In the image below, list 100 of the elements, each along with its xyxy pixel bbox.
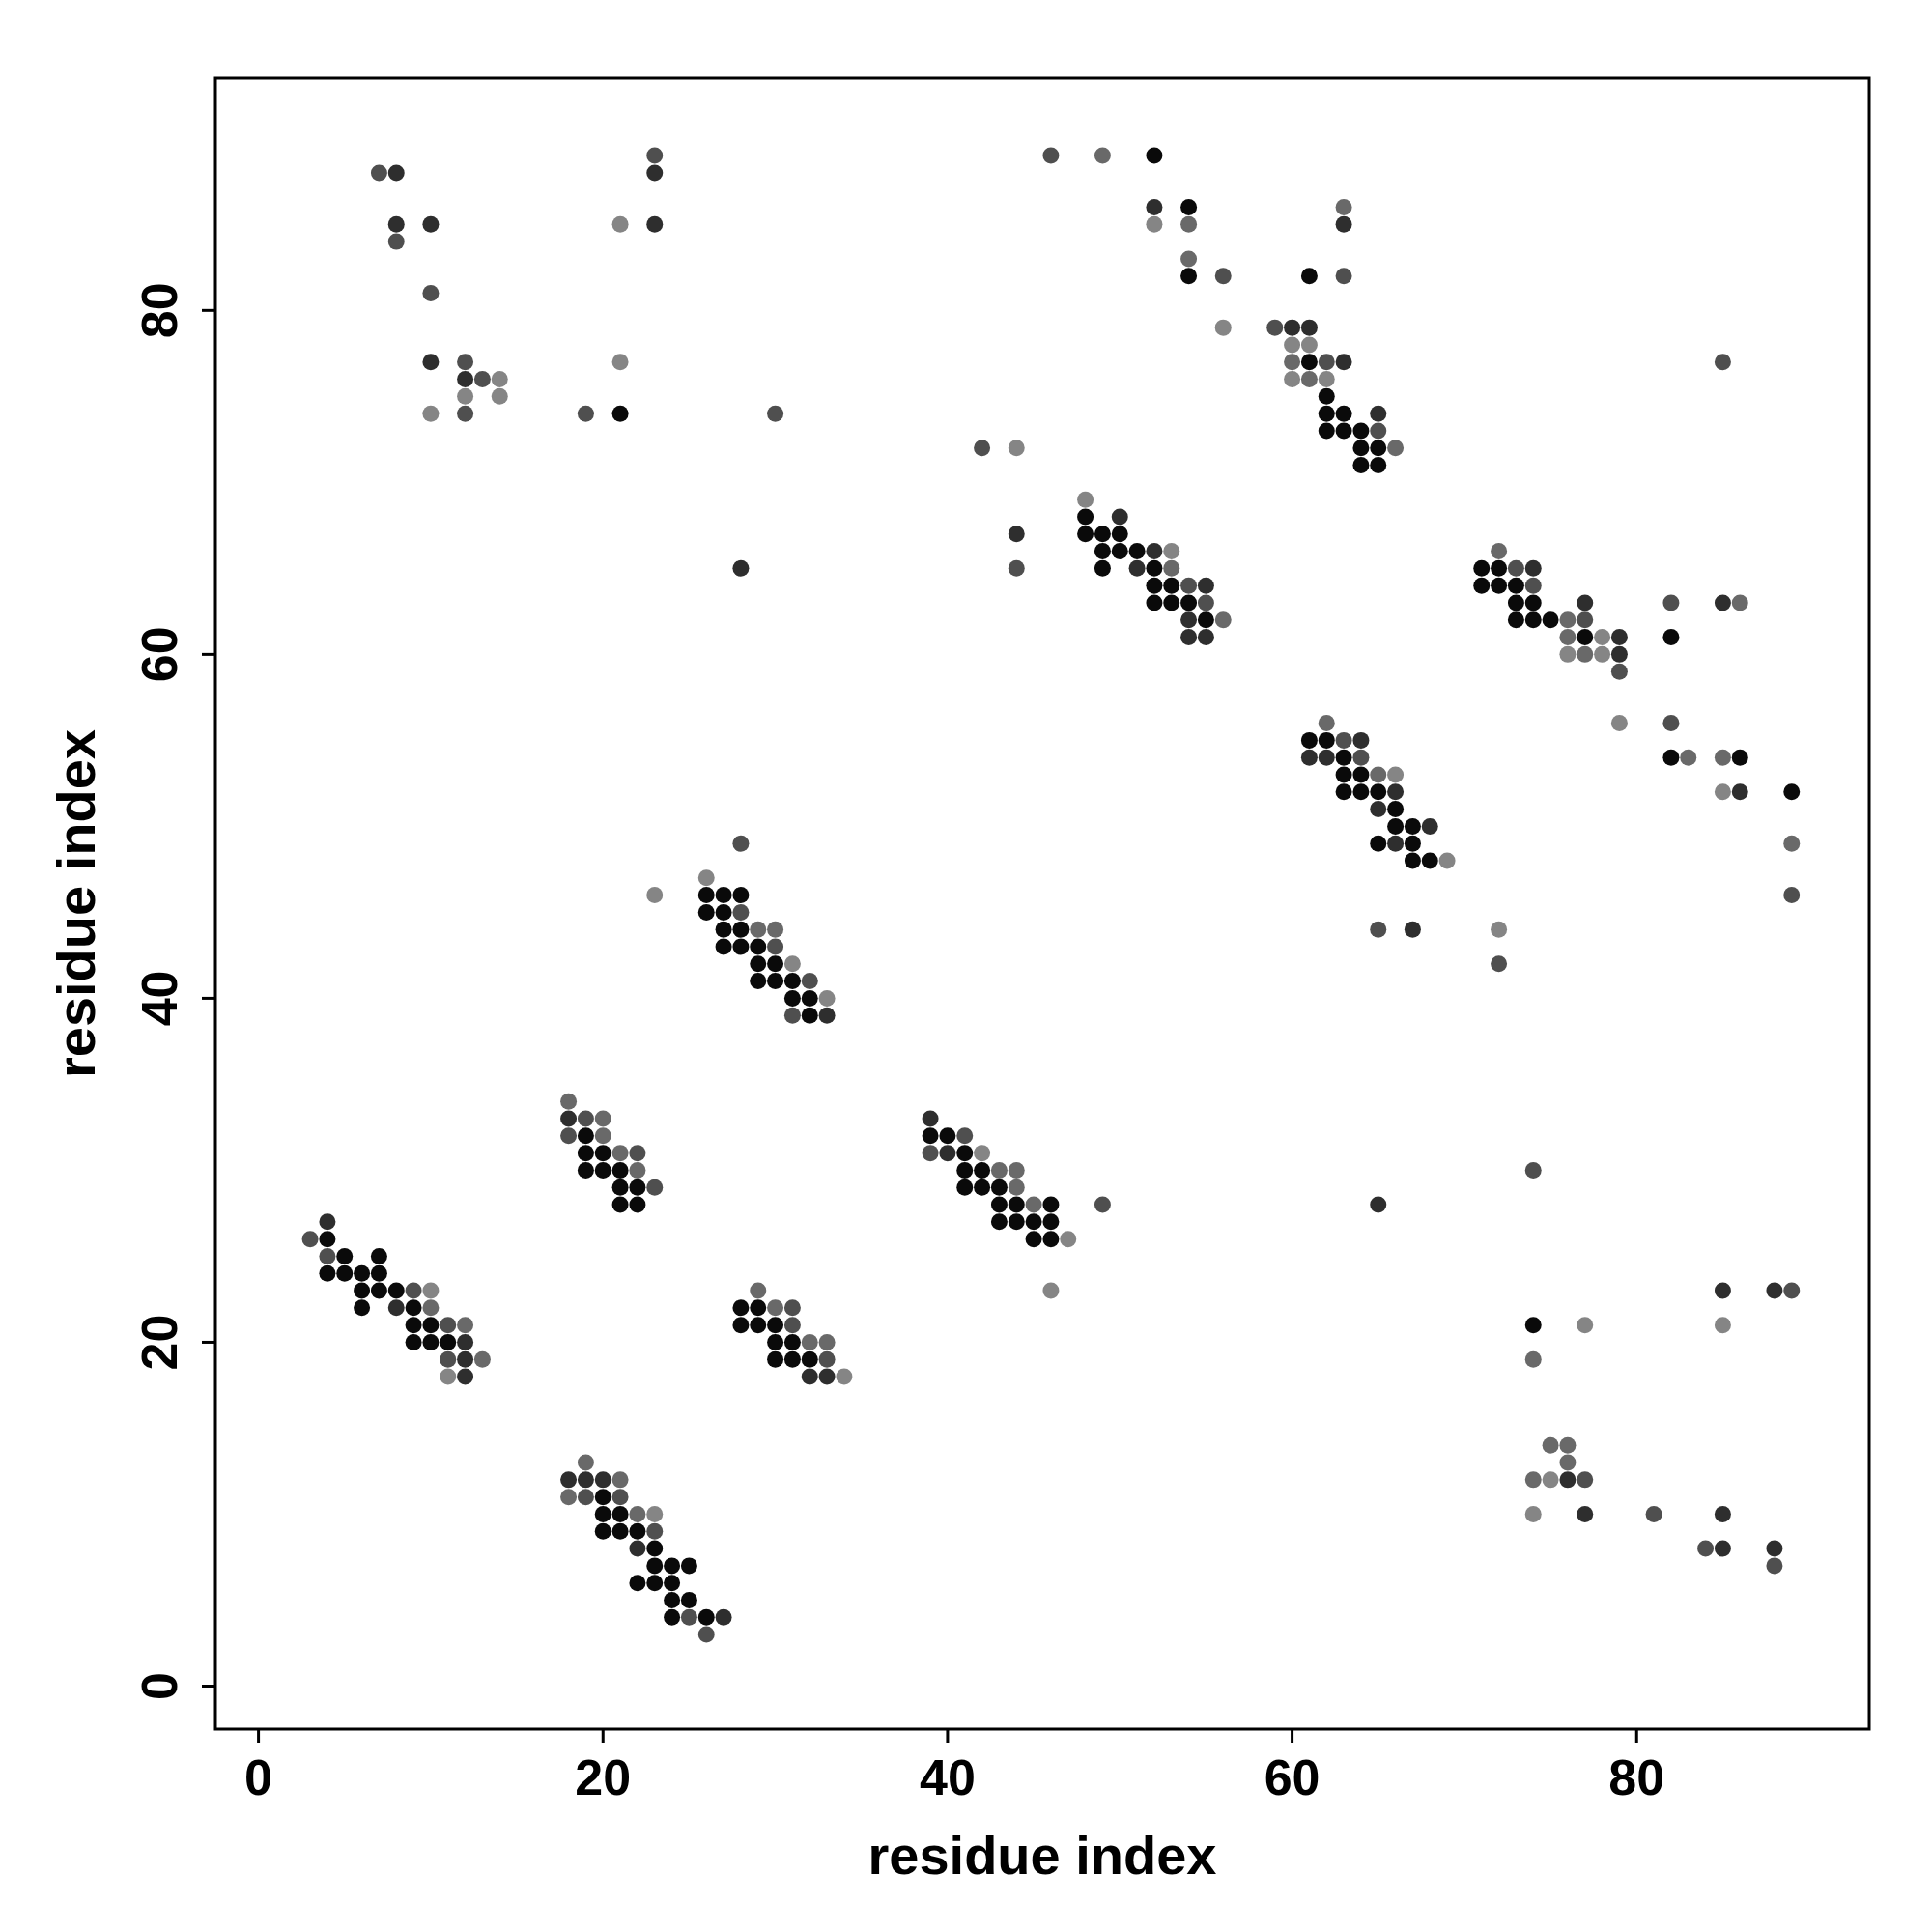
point — [1577, 645, 1594, 663]
point — [1387, 835, 1405, 852]
point — [422, 405, 440, 422]
point — [939, 1145, 956, 1162]
y-tick-label: 60 — [131, 626, 187, 683]
point — [1060, 1231, 1077, 1248]
point — [1300, 319, 1318, 336]
point — [1610, 645, 1628, 663]
point — [750, 921, 767, 938]
point — [1214, 611, 1232, 629]
x-tick-label: 20 — [575, 1749, 632, 1805]
point — [646, 164, 664, 182]
point — [577, 1471, 594, 1489]
point — [1491, 543, 1508, 560]
point — [1163, 559, 1180, 577]
point — [594, 1127, 611, 1145]
point — [646, 887, 664, 904]
point — [319, 1213, 336, 1231]
point — [457, 1350, 474, 1368]
point — [1714, 783, 1731, 801]
point — [767, 921, 784, 938]
point — [1387, 783, 1405, 801]
point — [1300, 749, 1318, 766]
point — [1318, 715, 1335, 732]
point — [1559, 611, 1577, 629]
point — [457, 1317, 474, 1334]
point — [611, 1471, 629, 1489]
point — [387, 215, 405, 233]
point — [1318, 749, 1335, 766]
point — [1524, 1350, 1542, 1368]
x-tick-label: 0 — [244, 1749, 273, 1805]
point — [457, 371, 474, 388]
point — [1559, 645, 1577, 663]
point — [767, 1299, 784, 1317]
point — [1335, 215, 1352, 233]
point — [560, 1110, 578, 1127]
point — [836, 1368, 853, 1385]
point — [611, 354, 629, 371]
point — [1300, 371, 1318, 388]
point — [818, 1007, 836, 1024]
point — [1731, 594, 1748, 611]
point — [1146, 215, 1163, 233]
point — [577, 1454, 594, 1471]
point — [422, 1282, 440, 1299]
y-tick-label: 20 — [131, 1314, 187, 1371]
point — [1300, 336, 1318, 354]
point — [1008, 1179, 1025, 1196]
point — [783, 955, 801, 973]
point — [1197, 577, 1214, 594]
point — [1214, 319, 1232, 336]
point — [1370, 405, 1387, 422]
point — [422, 354, 440, 371]
point — [1387, 440, 1405, 457]
point — [1577, 1505, 1594, 1522]
point — [611, 1145, 629, 1162]
point — [1335, 354, 1352, 371]
point — [1180, 215, 1198, 233]
point — [1491, 921, 1508, 938]
point — [1577, 1317, 1594, 1334]
point — [457, 387, 474, 405]
point — [1008, 526, 1025, 543]
point — [1146, 543, 1163, 560]
point — [491, 387, 508, 405]
point — [387, 164, 405, 182]
point — [1163, 543, 1180, 560]
point — [1094, 147, 1111, 164]
point — [1197, 629, 1214, 646]
point — [1008, 1161, 1025, 1179]
point — [1318, 371, 1335, 388]
point — [1594, 629, 1611, 646]
point — [422, 1299, 440, 1317]
point — [1766, 1282, 1783, 1299]
point — [801, 1368, 818, 1385]
point — [1370, 801, 1387, 818]
point — [974, 1145, 991, 1162]
point — [1766, 1540, 1783, 1557]
point — [818, 989, 836, 1007]
point — [1680, 749, 1697, 766]
point — [801, 1333, 818, 1350]
point — [422, 215, 440, 233]
x-tick-label: 60 — [1264, 1749, 1321, 1805]
point — [629, 1161, 646, 1179]
point — [1111, 508, 1128, 526]
point — [1714, 1540, 1731, 1557]
point — [1180, 611, 1198, 629]
x-axis-title: residue index — [867, 1825, 1217, 1886]
y-tick-label: 0 — [131, 1672, 187, 1700]
point — [1524, 1505, 1542, 1522]
point — [491, 371, 508, 388]
point — [1421, 817, 1438, 835]
point — [440, 1368, 457, 1385]
point — [387, 1299, 405, 1317]
point — [715, 1608, 732, 1626]
point — [1577, 594, 1594, 611]
point — [1610, 715, 1628, 732]
point — [1370, 766, 1387, 783]
point — [1783, 835, 1801, 852]
point — [1731, 783, 1748, 801]
point — [1559, 629, 1577, 646]
point — [457, 1368, 474, 1385]
